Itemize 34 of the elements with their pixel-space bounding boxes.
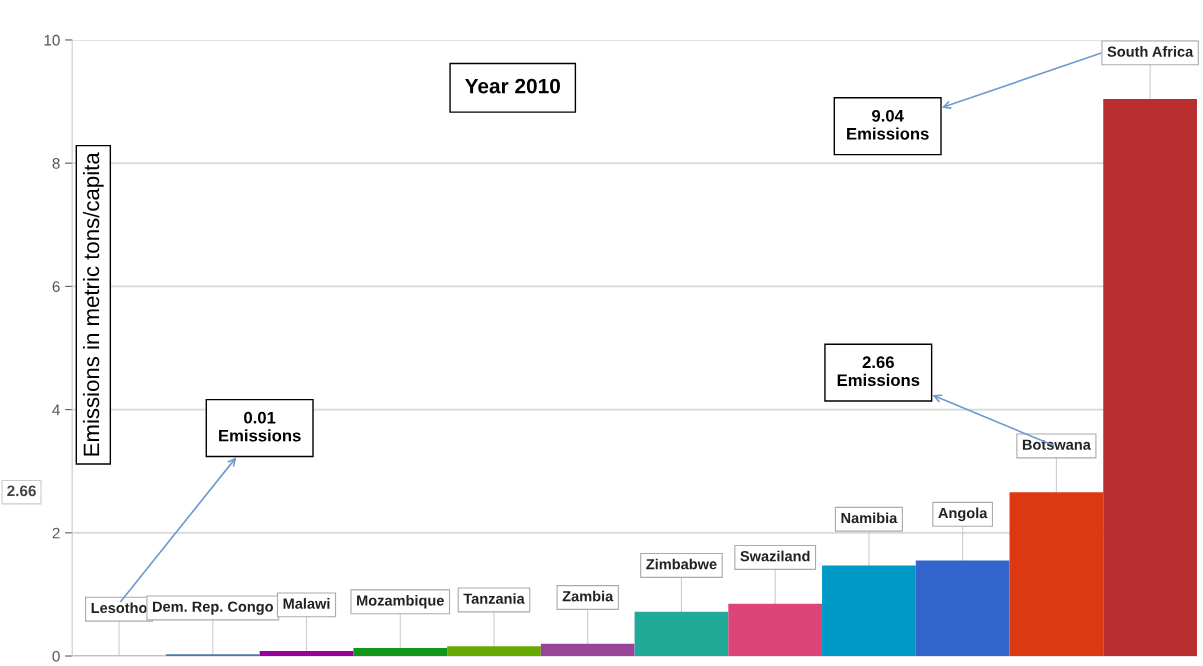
- x-tick-label: Botswana: [1022, 439, 1091, 450]
- bar: [353, 648, 448, 657]
- y-tick-label: 4: [52, 404, 60, 416]
- y-tick-label: 10: [44, 34, 60, 46]
- bar: [634, 611, 729, 657]
- x-tick-label: Zambia: [562, 590, 614, 602]
- y-axis-title: Emissions in metric tons/capita: [82, 152, 104, 456]
- bar: [1103, 99, 1197, 657]
- bar: [259, 651, 354, 657]
- y-tick-label: 6: [52, 281, 60, 293]
- annotation: 0.01 Emissions: [219, 411, 301, 442]
- x-tick-label: Namibia: [841, 512, 898, 524]
- annotation: 2.66 Emissions: [837, 356, 920, 387]
- text: Year 2010: [465, 78, 560, 94]
- x-tick-label: Tanzania: [463, 593, 525, 604]
- text: 2.66: [7, 485, 36, 497]
- bar: [1009, 492, 1104, 657]
- x-tick-label: Zimbabwe: [646, 558, 717, 570]
- annotation: 9.04 Emissions: [847, 109, 929, 140]
- x-tick-label: Dem. Rep. Congo: [152, 601, 273, 615]
- bar: [540, 643, 635, 657]
- bar: [728, 603, 823, 657]
- x-tick-label: South Africa: [1107, 46, 1194, 57]
- y-tick-label: 8: [52, 158, 60, 169]
- x-tick-label: Mozambique: [357, 595, 444, 609]
- x-tick-label: Angola: [938, 507, 988, 522]
- bar: [447, 646, 541, 657]
- bar: [915, 560, 1010, 657]
- x-tick-label: Lesotho: [91, 602, 147, 614]
- y-tick-label: 2: [52, 527, 60, 539]
- bar: [822, 565, 916, 657]
- x-tick-label: Swaziland: [740, 550, 810, 562]
- x-tick-label: Malawi: [283, 598, 330, 609]
- y-tick-label: 0: [52, 650, 60, 662]
